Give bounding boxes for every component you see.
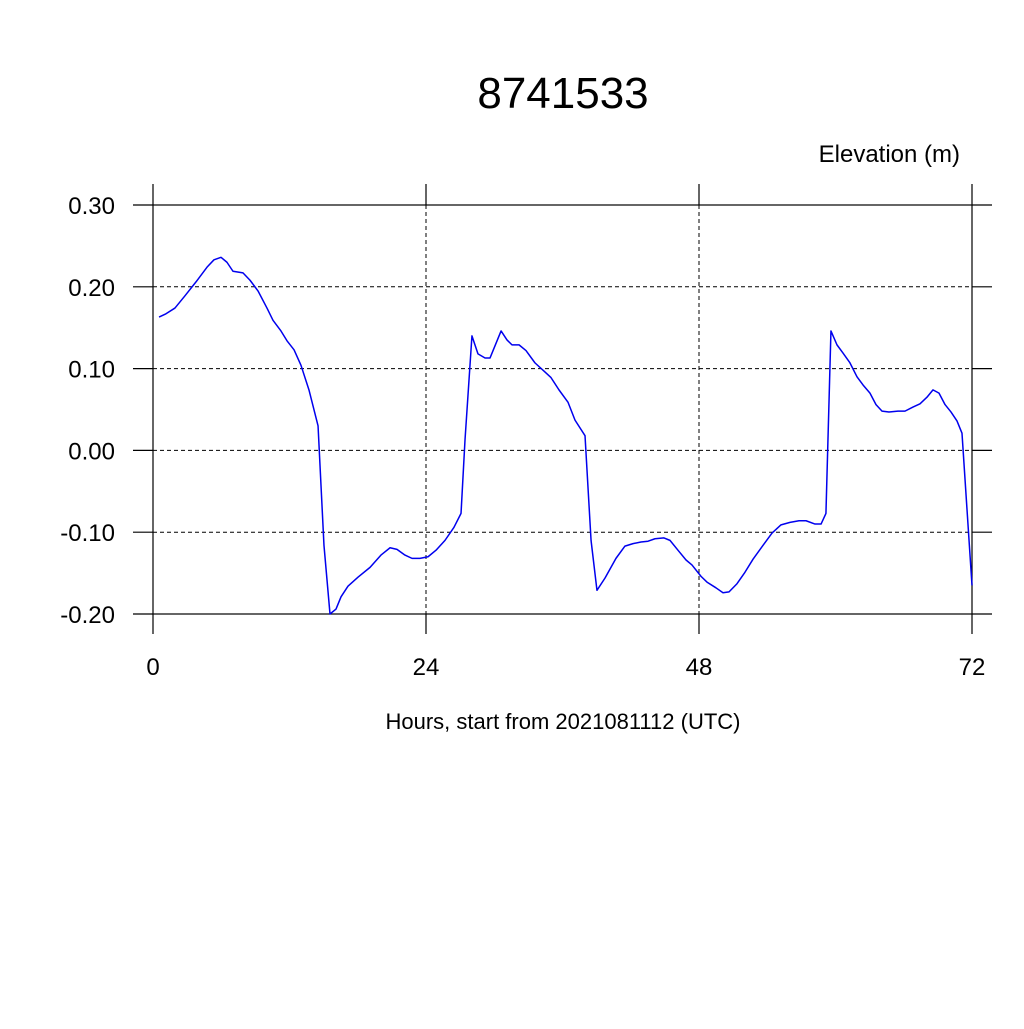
y-axis-label: Elevation (m) (819, 141, 960, 168)
x-tick-label: 0 (146, 654, 159, 681)
plot-frame (152, 204, 973, 615)
x-tick-label: 48 (686, 654, 713, 681)
y-tick-label: 0.10 (68, 357, 115, 384)
x-axis-label: Hours, start from 2021081112 (UTC) (386, 709, 741, 734)
y-tick-label: 0.30 (68, 193, 115, 220)
y-tick-label: 0.20 (68, 275, 115, 302)
chart-title: 8741533 (477, 69, 648, 118)
x-tick-label: 24 (413, 654, 440, 681)
y-tick-label: -0.10 (60, 520, 115, 547)
y-tick-label: -0.20 (60, 602, 115, 629)
y-tick-label: 0.00 (68, 438, 115, 465)
data-line (158, 256, 973, 615)
x-tick-label: 72 (959, 654, 986, 681)
